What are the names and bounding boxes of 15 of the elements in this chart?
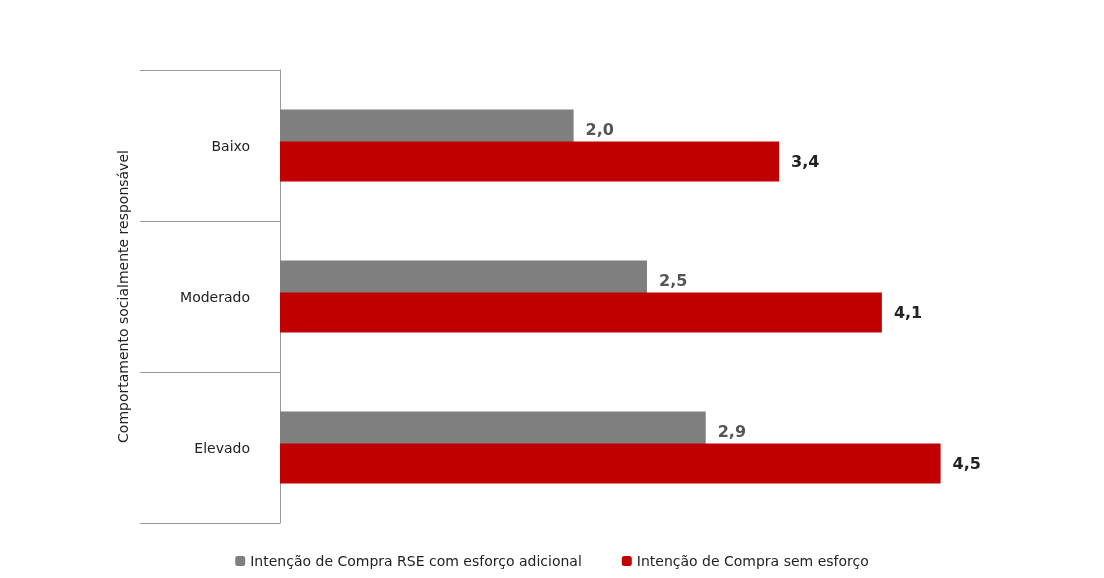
data-label: 4,5: [952, 454, 981, 473]
y-tick-label: Moderado: [180, 288, 250, 305]
bar: [280, 141, 780, 182]
legend-label: Intenção de Compra RSE com esforço adicional: [250, 553, 582, 569]
y-tick-label: Elevado: [194, 439, 250, 456]
y-axis-title: Comportamento socialmente responsável: [115, 150, 131, 443]
bar: [280, 292, 882, 333]
data-label: 2,0: [585, 120, 614, 139]
data-label: 3,4: [791, 152, 820, 171]
data-label: 2,9: [717, 422, 747, 441]
data-label: 4,1: [893, 303, 923, 322]
legend-label: Intenção de Compra sem esforço: [636, 553, 869, 569]
y-tick-label: Baixo: [211, 137, 250, 154]
bar: [280, 443, 941, 484]
data-label: 2,5: [659, 271, 688, 290]
